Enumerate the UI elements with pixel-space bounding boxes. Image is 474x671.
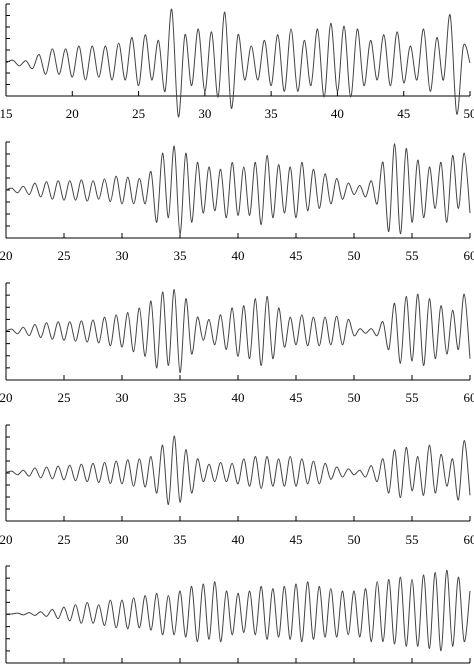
panel-4: 20 25 30 35 40 45 50 55 60 xyxy=(0,424,474,547)
x-tick-label: 40 xyxy=(232,532,245,547)
x-tick-label: 25 xyxy=(58,532,71,547)
x-tick-label: 20 xyxy=(0,390,13,405)
x-tick-label: 50 xyxy=(348,532,361,547)
x-tick-label: 50 xyxy=(348,248,361,263)
waveform-trace-2 xyxy=(5,143,471,235)
x-tick-label: 55 xyxy=(406,248,419,263)
x-tick-label: 15 xyxy=(0,106,13,121)
x-tick-label: 45 xyxy=(290,390,303,405)
x-tick-label: 40 xyxy=(232,390,245,405)
x-tick-label: 35 xyxy=(265,106,278,121)
x-tick-label: 45 xyxy=(290,248,303,263)
x-tick-label: 40 xyxy=(232,248,245,263)
x-tick-label: 30 xyxy=(116,390,129,405)
x-tick-label: 30 xyxy=(198,106,211,121)
panel-1: 15 20 25 30 35 40 45 50 xyxy=(0,3,474,121)
waveform-trace-4 xyxy=(5,435,471,505)
x-tick-label: 60 xyxy=(464,248,474,263)
x-tick-label: 25 xyxy=(58,248,71,263)
x-tick-label: 35 xyxy=(174,390,187,405)
x-tick-label: 50 xyxy=(464,106,474,121)
x-tick-label: 35 xyxy=(174,532,187,547)
x-tick-label: 60 xyxy=(464,532,474,547)
x-tick-label: 40 xyxy=(331,106,344,121)
x-tick-label: 55 xyxy=(406,390,419,405)
x-tick-label: 50 xyxy=(348,390,361,405)
x-tick-label: 30 xyxy=(116,532,129,547)
waveform-trace-1 xyxy=(5,8,471,118)
panel-3: 20 25 30 35 40 45 50 55 60 xyxy=(0,282,474,405)
panel-2: 20 25 30 35 40 45 50 55 60 xyxy=(0,141,474,263)
x-tick-label: 45 xyxy=(397,106,410,121)
x-tick-label: 20 xyxy=(0,532,13,547)
x-tick-label: 60 xyxy=(464,390,474,405)
x-tick-label: 30 xyxy=(116,248,129,263)
x-tick-label: 25 xyxy=(132,106,145,121)
waveform-trace-3 xyxy=(5,289,471,373)
x-tick-label: 20 xyxy=(66,106,79,121)
waveform-trace-5 xyxy=(5,569,471,652)
x-tick-label: 35 xyxy=(174,248,187,263)
x-tick-label: 25 xyxy=(58,390,71,405)
x-tick-label: 45 xyxy=(290,532,303,547)
x-tick-label: 55 xyxy=(406,532,419,547)
x-tick-label: 20 xyxy=(0,248,13,263)
